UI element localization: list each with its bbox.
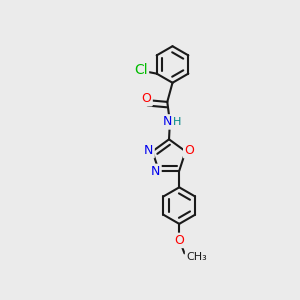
Text: O: O [174,234,184,247]
Text: H: H [173,117,182,127]
Text: CH₃: CH₃ [186,252,207,262]
Text: O: O [184,144,194,157]
Text: N: N [163,116,172,128]
Text: Cl: Cl [134,63,148,77]
Text: N: N [151,165,160,178]
Text: O: O [142,92,152,105]
Text: N: N [144,144,154,157]
